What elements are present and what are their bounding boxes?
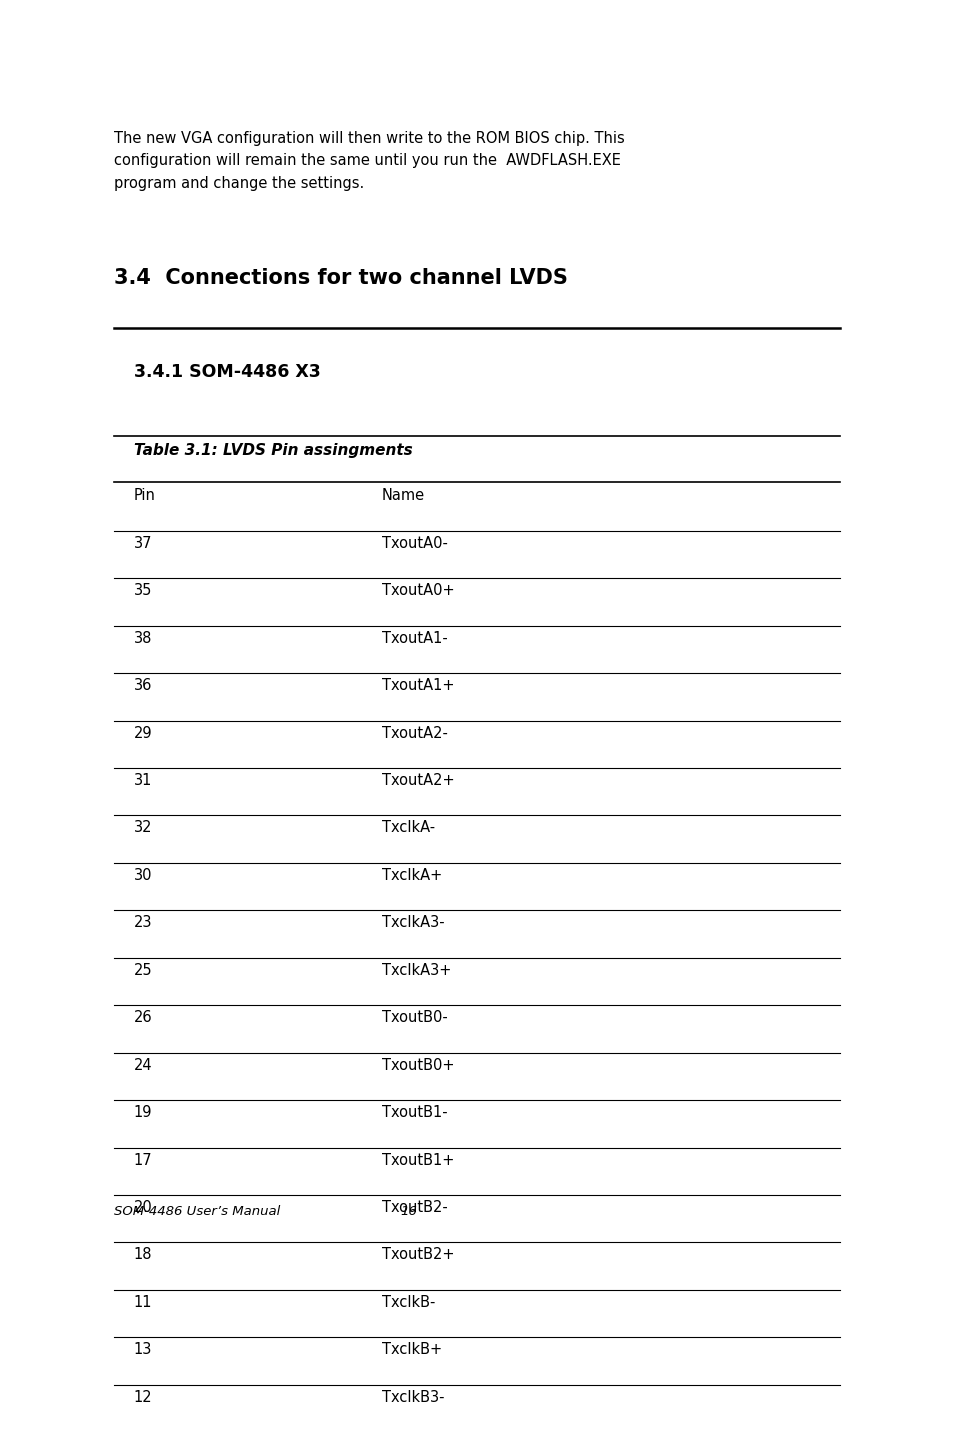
Text: 3.4.1 SOM-4486 X3: 3.4.1 SOM-4486 X3 bbox=[133, 363, 320, 382]
Text: 38: 38 bbox=[133, 631, 152, 645]
Text: 11: 11 bbox=[133, 1296, 152, 1310]
Text: TxclkB3-: TxclkB3- bbox=[381, 1390, 444, 1404]
Text: 12: 12 bbox=[133, 1390, 152, 1404]
Text: 29: 29 bbox=[133, 725, 152, 741]
Text: Name: Name bbox=[381, 488, 424, 503]
Text: TxoutA2-: TxoutA2- bbox=[381, 725, 447, 741]
Text: TxoutB2+: TxoutB2+ bbox=[381, 1247, 454, 1263]
Text: TxoutA0+: TxoutA0+ bbox=[381, 583, 454, 598]
Text: 35: 35 bbox=[133, 583, 152, 598]
Text: 37: 37 bbox=[133, 536, 152, 551]
Text: TxclkB+: TxclkB+ bbox=[381, 1343, 441, 1357]
Text: 17: 17 bbox=[133, 1153, 152, 1167]
Text: TxclkA3+: TxclkA3+ bbox=[381, 962, 451, 978]
Text: TxclkB-: TxclkB- bbox=[381, 1296, 435, 1310]
Text: TxoutB1-: TxoutB1- bbox=[381, 1105, 447, 1120]
Text: TxoutB1+: TxoutB1+ bbox=[381, 1153, 454, 1167]
Text: The new VGA configuration will then write to the ROM BIOS chip. This
configurati: The new VGA configuration will then writ… bbox=[114, 132, 624, 190]
Text: TxoutA1+: TxoutA1+ bbox=[381, 678, 454, 694]
Text: TxoutB2-: TxoutB2- bbox=[381, 1200, 447, 1216]
Text: 32: 32 bbox=[133, 821, 152, 835]
Text: TxclkA3-: TxclkA3- bbox=[381, 915, 444, 931]
Text: 18: 18 bbox=[133, 1247, 152, 1263]
Text: 24: 24 bbox=[133, 1058, 152, 1072]
Text: Table 3.1: LVDS Pin assingments: Table 3.1: LVDS Pin assingments bbox=[133, 443, 412, 458]
Text: 3.4  Connections for two channel LVDS: 3.4 Connections for two channel LVDS bbox=[114, 269, 568, 289]
Text: 25: 25 bbox=[133, 962, 152, 978]
Text: 30: 30 bbox=[133, 868, 152, 882]
Text: 20: 20 bbox=[133, 1200, 152, 1216]
Text: SOM-4486 User’s Manual: SOM-4486 User’s Manual bbox=[114, 1204, 280, 1217]
Text: TxoutB0+: TxoutB0+ bbox=[381, 1058, 454, 1072]
Text: TxclkA+: TxclkA+ bbox=[381, 868, 441, 882]
Text: 36: 36 bbox=[133, 678, 152, 694]
Text: TxoutA2+: TxoutA2+ bbox=[381, 774, 454, 788]
Text: 19: 19 bbox=[133, 1105, 152, 1120]
Text: 16: 16 bbox=[400, 1204, 417, 1217]
Text: TxoutB0-: TxoutB0- bbox=[381, 1010, 447, 1025]
Text: 31: 31 bbox=[133, 774, 152, 788]
Text: 13: 13 bbox=[133, 1343, 152, 1357]
Text: TxoutA1-: TxoutA1- bbox=[381, 631, 447, 645]
Text: TxclkA-: TxclkA- bbox=[381, 821, 435, 835]
Text: 26: 26 bbox=[133, 1010, 152, 1025]
Text: Pin: Pin bbox=[133, 488, 155, 503]
Text: TxoutA0-: TxoutA0- bbox=[381, 536, 447, 551]
Text: 23: 23 bbox=[133, 915, 152, 931]
